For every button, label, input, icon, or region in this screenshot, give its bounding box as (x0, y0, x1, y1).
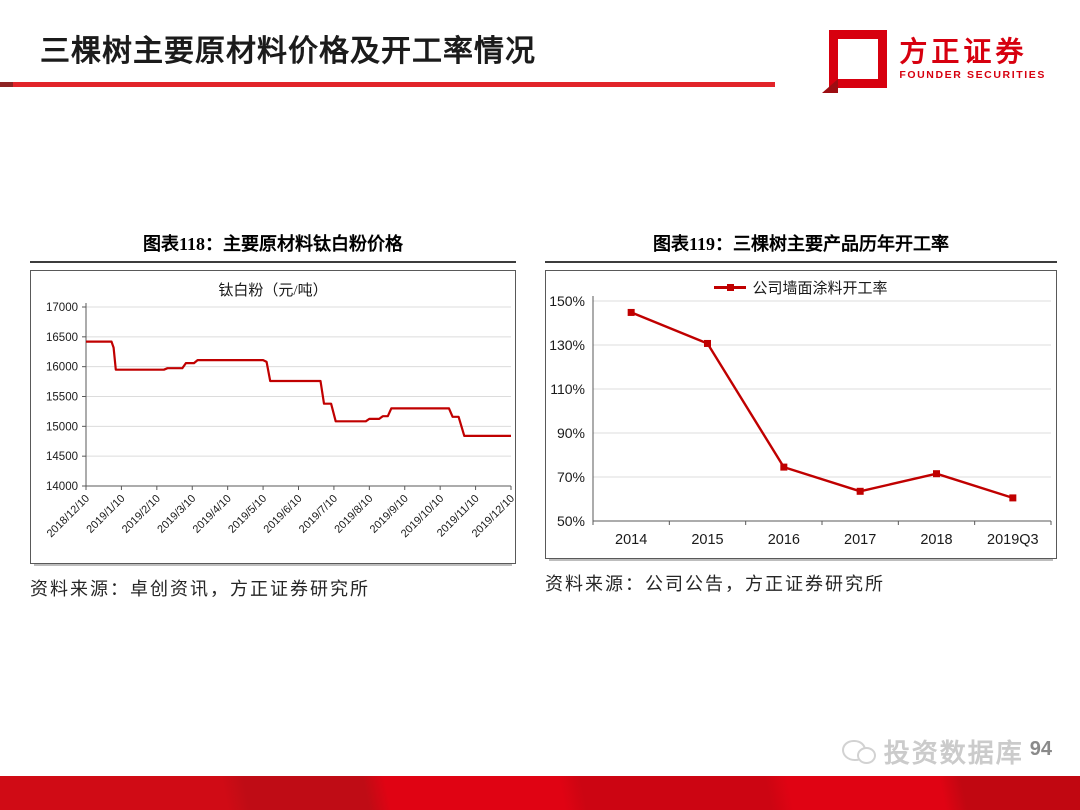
legend-line-marker-icon (714, 284, 747, 290)
founder-securities-logo-icon (822, 30, 888, 93)
gridlines (593, 300, 1051, 478)
svg-text:2016: 2016 (768, 532, 800, 548)
figure-118-caption: 图表118：主要原材料钛白粉价格 (142, 234, 403, 254)
svg-text:150%: 150% (549, 293, 585, 309)
svg-text:16500: 16500 (46, 332, 78, 344)
chat-bubbles-icon (841, 740, 878, 770)
svg-text:2018: 2018 (920, 532, 952, 548)
operating-rate-legend: 公司墙面涂料开工率 (546, 277, 1056, 298)
legend-label: 公司墙面涂料开工率 (752, 281, 888, 297)
svg-text:70%: 70% (557, 469, 585, 485)
gridlines (86, 306, 511, 457)
tick-labels: 50% 70% 90% 110% 130% 150% 2014 2015 2016 2017 201… (549, 293, 1038, 548)
title-underline (0, 82, 775, 87)
svg-text:2018/12/10: 2018/12/10 (45, 493, 92, 540)
figure-119: 图表119：三棵树主要产品历年开工率 50% 70% 90% 110% 130% 150%… (545, 232, 1057, 596)
figure-118-source: 资料来源：卓创资讯，方正证券研究所 (30, 579, 370, 599)
titanium-price-chart: 钛白粉（元/吨） 14000 14500 15000 15500 16000 16500 1… (30, 270, 517, 564)
series-markers (627, 308, 1017, 502)
figure-118-caption-rule (30, 261, 516, 263)
svg-text:14000: 14000 (46, 481, 78, 493)
axes (592, 296, 1052, 525)
svg-text:2017: 2017 (844, 532, 876, 548)
svg-text:130%: 130% (549, 337, 585, 353)
operating-rate-chart: 50% 70% 90% 110% 130% 150% 2014 2015 2016 2017 201… (545, 270, 1057, 559)
watermark: 投资数据库 94 (841, 736, 1052, 770)
figure-118: 图表118：主要原材料钛白粉价格 钛白粉（元/吨） 14000 14500 1500… (30, 232, 517, 601)
svg-text:2019Q3: 2019Q3 (987, 532, 1039, 548)
logo-name-cn: 方正证券 (899, 35, 1028, 67)
watermark-text: 投资数据库 (883, 738, 1024, 768)
price-series-line (86, 340, 511, 437)
svg-text:17000: 17000 (46, 302, 78, 314)
svg-text:50%: 50% (557, 513, 585, 529)
operating-rate-series-line (630, 311, 1014, 500)
svg-text:110%: 110% (550, 381, 585, 397)
svg-text:2015: 2015 (691, 532, 723, 548)
title-underline-cap (0, 82, 13, 87)
page-number: 94 (1029, 738, 1052, 760)
svg-text:15000: 15000 (46, 421, 78, 433)
page-title: 三棵树主要原材料价格及开工率情况 (40, 35, 536, 68)
svg-text:15500: 15500 (46, 392, 78, 404)
svg-text:90%: 90% (557, 425, 585, 441)
bottom-red-bar (0, 776, 1080, 810)
axes (82, 303, 512, 490)
logo-name-en: FOUNDER SECURITIES (899, 69, 1046, 82)
svg-text:2014: 2014 (615, 532, 647, 548)
company-logo: 方正证券 FOUNDER SECURITIES (822, 30, 1046, 93)
figure-119-caption-rule (545, 261, 1057, 263)
figure-119-source: 资料来源：公司公告，方正证券研究所 (545, 574, 885, 594)
svg-text:16000: 16000 (46, 362, 78, 374)
tick-labels: 14000 14500 15000 15500 16000 16500 17000 2018/… (45, 302, 517, 540)
svg-text:14500: 14500 (46, 451, 78, 463)
titanium-price-line-chart: 14000 14500 15000 15500 16000 16500 17000 2018/… (45, 302, 517, 540)
titanium-price-chart-title: 钛白粉（元/吨） (218, 283, 328, 299)
figure-119-caption: 图表119：三棵树主要产品历年开工率 (652, 234, 949, 254)
operating-rate-line-chart: 50% 70% 90% 110% 130% 150% 2014 2015 2016 2017 201… (549, 293, 1052, 548)
